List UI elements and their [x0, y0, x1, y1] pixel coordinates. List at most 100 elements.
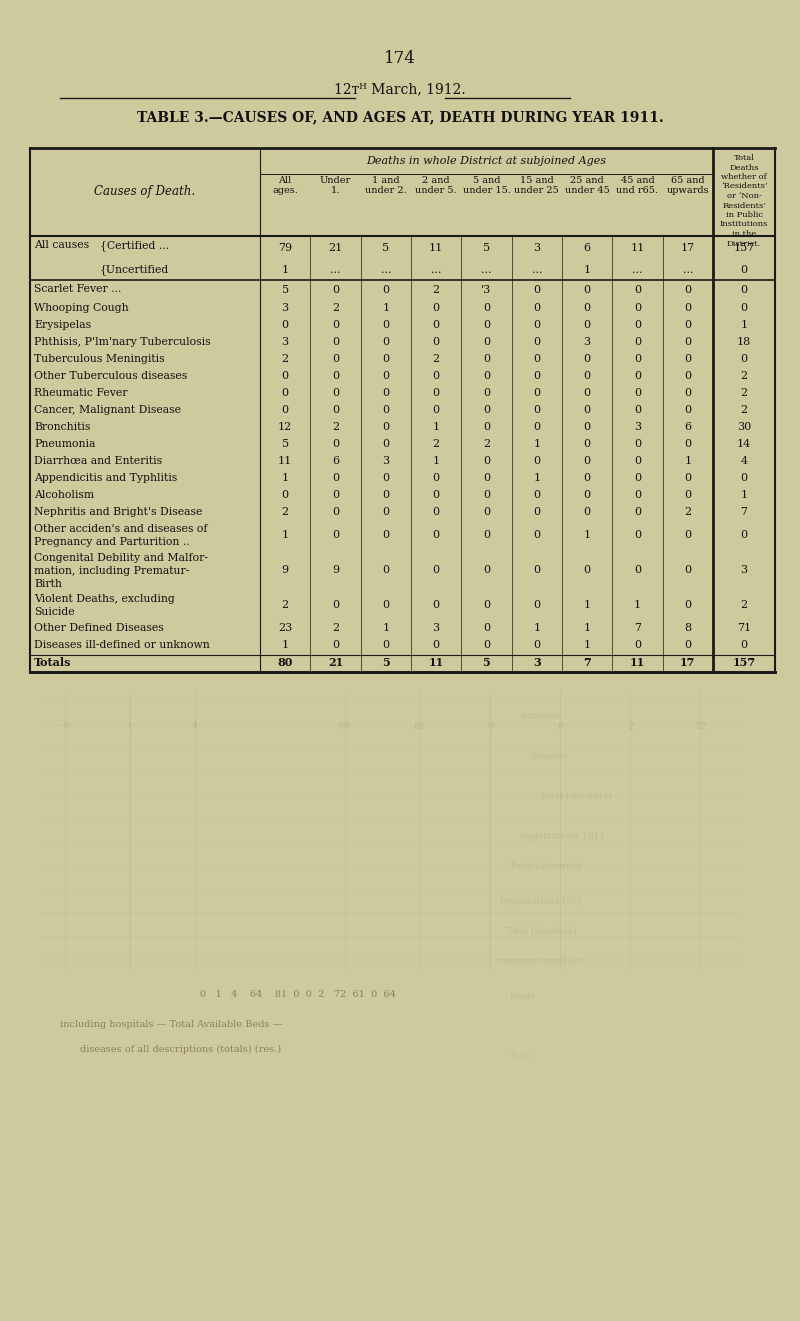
Text: 30: 30 — [737, 421, 751, 432]
Text: registrations 1921: registrations 1921 — [500, 956, 585, 966]
Text: Diarrhœa and Enteritis: Diarrhœa and Enteritis — [34, 456, 162, 466]
Text: 0: 0 — [684, 303, 691, 313]
Text: 2: 2 — [684, 507, 691, 517]
Text: 0: 0 — [483, 507, 490, 517]
Text: statistics: statistics — [520, 712, 562, 721]
Text: 0: 0 — [433, 565, 440, 575]
Text: diseases: diseases — [530, 752, 569, 761]
Text: 12ᴛᴴ March, 1912.: 12ᴛᴴ March, 1912. — [334, 82, 466, 96]
Text: 0: 0 — [483, 456, 490, 466]
Text: Tuberculous Meningitis: Tuberculous Meningitis — [34, 354, 165, 365]
Text: 0: 0 — [433, 473, 440, 483]
Text: 0: 0 — [684, 530, 691, 540]
Text: 1: 1 — [534, 622, 540, 633]
Text: All
ages.: All ages. — [272, 176, 298, 196]
Text: 0: 0 — [382, 284, 390, 295]
Text: 2: 2 — [282, 507, 289, 517]
Text: 0: 0 — [483, 473, 490, 483]
Text: 0: 0 — [634, 387, 641, 398]
Text: 1: 1 — [741, 490, 747, 499]
Text: 0: 0 — [741, 639, 747, 650]
Text: 0: 0 — [634, 404, 641, 415]
Text: 0: 0 — [433, 404, 440, 415]
Text: 0: 0 — [684, 387, 691, 398]
Text: 0: 0 — [634, 507, 641, 517]
Text: 3: 3 — [282, 303, 289, 313]
Text: 64: 64 — [339, 723, 351, 731]
Text: 0: 0 — [634, 565, 641, 575]
Text: 2: 2 — [282, 354, 289, 363]
Text: 0: 0 — [534, 490, 540, 499]
Text: 2: 2 — [483, 439, 490, 449]
Text: 0: 0 — [382, 439, 390, 449]
Text: Violent Deaths, excluding: Violent Deaths, excluding — [34, 594, 174, 604]
Text: 5: 5 — [482, 657, 490, 668]
Text: 0: 0 — [382, 507, 390, 517]
Text: 0: 0 — [584, 439, 590, 449]
Text: 0: 0 — [584, 371, 590, 380]
Text: 0: 0 — [684, 354, 691, 363]
Text: 1 and
under 2.: 1 and under 2. — [365, 176, 406, 196]
Text: 0: 0 — [382, 387, 390, 398]
Text: 0: 0 — [332, 387, 339, 398]
Text: 0: 0 — [433, 490, 440, 499]
Text: 0: 0 — [282, 404, 289, 415]
Text: Totals: Totals — [34, 658, 71, 668]
Text: 2: 2 — [332, 421, 339, 432]
Text: 0: 0 — [634, 320, 641, 329]
Text: 18: 18 — [737, 337, 751, 346]
Text: 3: 3 — [534, 243, 540, 252]
Text: Appendicitis and Typhlitis: Appendicitis and Typhlitis — [34, 473, 178, 483]
Text: 0: 0 — [634, 303, 641, 313]
Text: 0: 0 — [332, 530, 339, 540]
Text: 3: 3 — [282, 337, 289, 346]
Text: 0: 0 — [433, 371, 440, 380]
Text: 0: 0 — [634, 337, 641, 346]
Text: 65 and
upwards: 65 and upwards — [666, 176, 709, 196]
Text: ...: ... — [381, 266, 391, 275]
Text: ...: ... — [431, 266, 442, 275]
Text: 9: 9 — [332, 565, 339, 575]
Text: 157: 157 — [733, 657, 755, 668]
Text: 11: 11 — [429, 243, 443, 252]
Text: Birth: Birth — [34, 580, 62, 589]
Text: 0: 0 — [634, 439, 641, 449]
Text: 1: 1 — [584, 600, 590, 610]
Text: 0: 0 — [684, 473, 691, 483]
Text: 0: 0 — [684, 565, 691, 575]
Text: Bronchitis: Bronchitis — [34, 423, 90, 432]
Text: 2: 2 — [332, 622, 339, 633]
Text: 0: 0 — [483, 337, 490, 346]
Text: 81: 81 — [414, 723, 426, 731]
Text: 0: 0 — [282, 387, 289, 398]
Text: 5: 5 — [282, 439, 289, 449]
Text: 45 and
und r65.: 45 and und r65. — [617, 176, 658, 196]
Text: 1: 1 — [584, 639, 590, 650]
Text: 0: 0 — [332, 371, 339, 380]
Text: 15 and
under 25: 15 and under 25 — [514, 176, 559, 196]
Text: 5: 5 — [282, 284, 289, 295]
Text: 0: 0 — [634, 530, 641, 540]
Text: 0: 0 — [483, 303, 490, 313]
Text: 0: 0 — [741, 266, 747, 275]
Text: 12: 12 — [278, 421, 292, 432]
Text: 0: 0 — [382, 337, 390, 346]
Text: '3: '3 — [482, 284, 492, 295]
Text: 0: 0 — [557, 723, 563, 731]
Text: 0: 0 — [483, 530, 490, 540]
Text: 1: 1 — [382, 622, 390, 633]
Text: 0: 0 — [741, 354, 747, 363]
Text: 7: 7 — [583, 657, 591, 668]
Text: Alcoholism: Alcoholism — [34, 490, 94, 501]
Text: {Certified ...: {Certified ... — [100, 240, 169, 251]
Text: 0: 0 — [483, 490, 490, 499]
Text: Erysipelas: Erysipelas — [34, 320, 91, 330]
Text: Causes of Death.: Causes of Death. — [94, 185, 195, 198]
Text: 11: 11 — [630, 243, 645, 252]
Text: 0: 0 — [534, 565, 540, 575]
Text: 1: 1 — [584, 622, 590, 633]
Text: TABLE 3.—CAUSES OF, AND AGES AT, DEATH DURING YEAR 1911.: TABLE 3.—CAUSES OF, AND AGES AT, DEATH D… — [137, 110, 663, 124]
Text: 1: 1 — [433, 456, 440, 466]
Text: 0: 0 — [684, 639, 691, 650]
Text: 0: 0 — [332, 439, 339, 449]
